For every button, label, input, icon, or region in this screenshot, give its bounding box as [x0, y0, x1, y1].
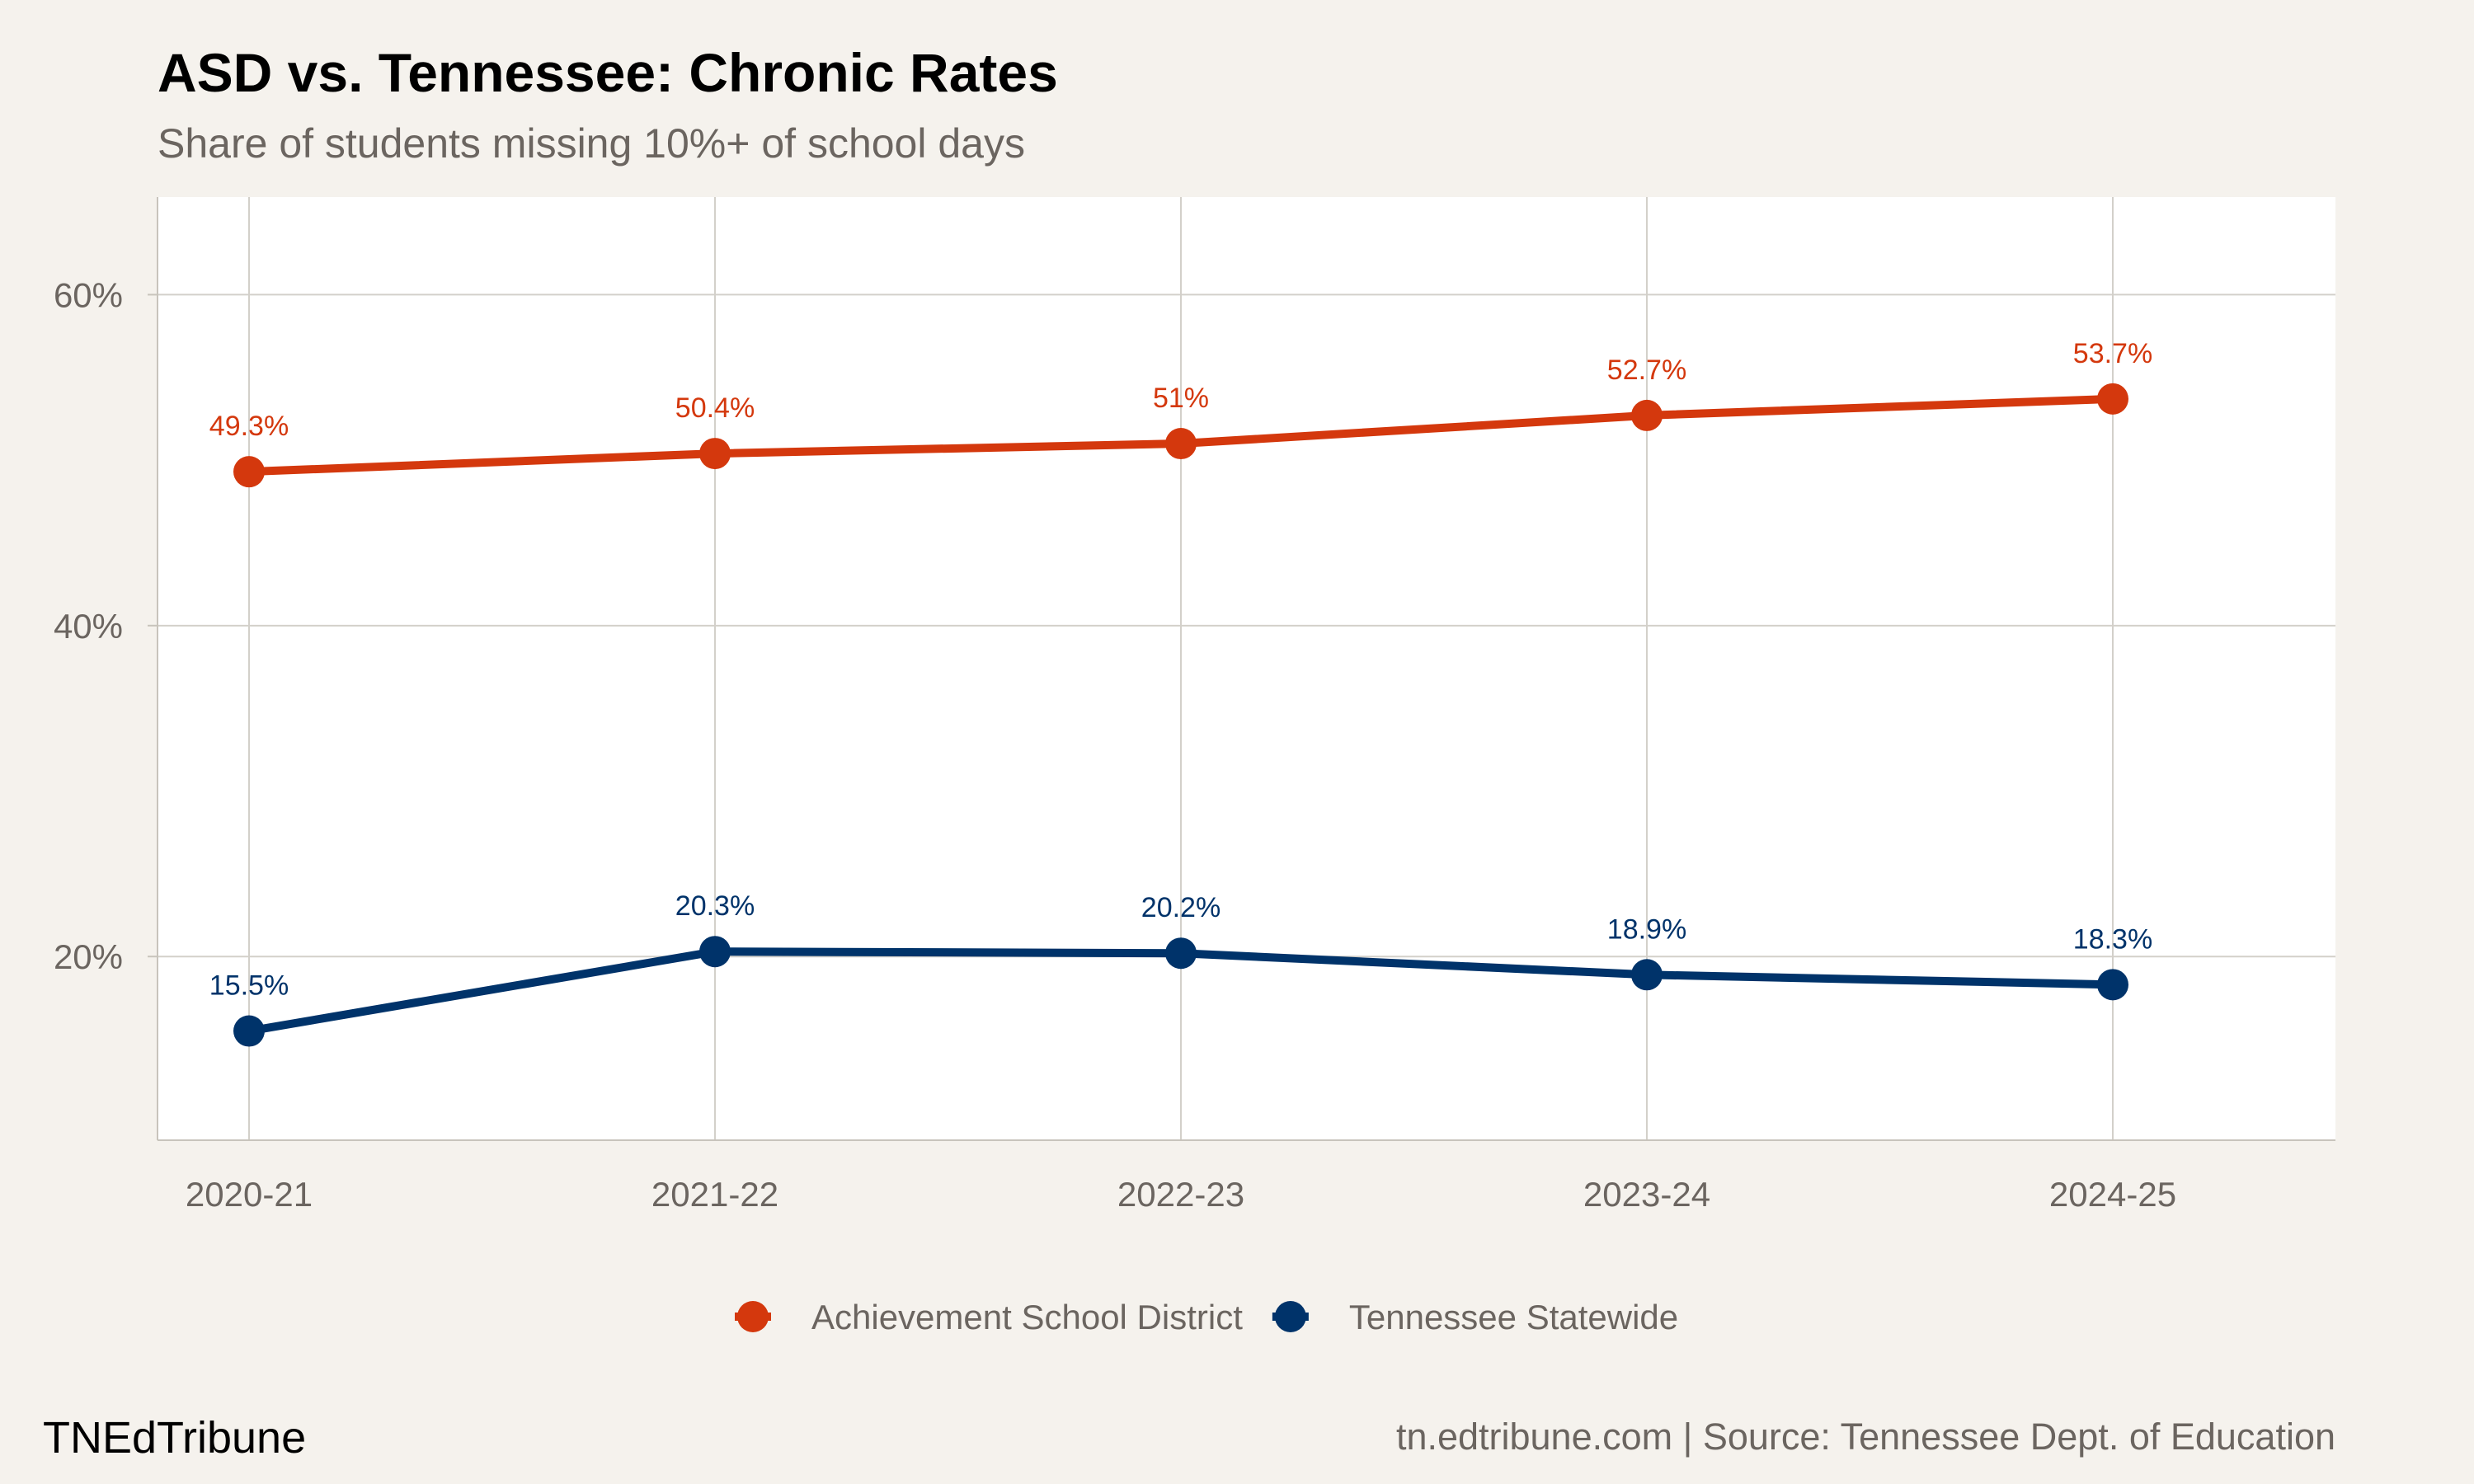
- chart-title: ASD vs. Tennessee: Chronic Rates: [158, 42, 1058, 103]
- legend-marker-icon: [737, 1301, 769, 1332]
- footer-source: tn.edtribune.com | Source: Tennessee Dep…: [1396, 1416, 2335, 1458]
- chart-subtitle: Share of students missing 10%+ of school…: [158, 120, 1025, 167]
- legend: Achievement School District Tennessee Sta…: [735, 1298, 1678, 1336]
- data-label: 20.2%: [1141, 892, 1221, 923]
- data-label: 51%: [1153, 383, 1209, 414]
- y-tick-label: 20%: [54, 937, 123, 976]
- axis-ticks: 2020-21 2021-22 2022-23 2023-24 2024-25 20% 40…: [54, 275, 2176, 1214]
- x-tick-label: 2020-21: [186, 1175, 313, 1214]
- footer-brand: TNEdTribune: [43, 1413, 306, 1463]
- data-point: [1165, 428, 1197, 460]
- data-point: [233, 456, 265, 488]
- data-label: 53.7%: [2073, 338, 2152, 369]
- data-point: [1165, 937, 1197, 970]
- data-point: [1631, 399, 1663, 431]
- y-tick-label: 40%: [54, 607, 123, 646]
- series-layer: 49.3% 50.4% 51% 52.7% 53.7% 15.5% 20.3% 20.2% 18…: [209, 338, 2152, 1047]
- y-tick-label: 60%: [54, 275, 123, 314]
- data-point: [699, 438, 731, 470]
- data-label: 18.9%: [1607, 913, 1686, 945]
- legend-label: Achievement School District: [811, 1298, 1243, 1336]
- plot-panel: [158, 197, 2335, 1140]
- data-label: 52.7%: [1607, 355, 1686, 386]
- x-tick-label: 2021-22: [651, 1175, 778, 1214]
- legend-label: Tennessee Statewide: [1349, 1298, 1678, 1336]
- x-tick-label: 2022-23: [1117, 1175, 1244, 1214]
- data-label: 49.3%: [209, 411, 289, 442]
- data-point: [699, 936, 731, 968]
- data-point: [233, 1015, 265, 1047]
- data-point: [2097, 383, 2128, 415]
- data-label: 50.4%: [675, 392, 755, 424]
- x-tick-label: 2024-25: [2049, 1175, 2176, 1214]
- data-point: [1631, 959, 1663, 991]
- legend-item: Tennessee Statewide: [1272, 1298, 1678, 1336]
- x-tick-label: 2023-24: [1583, 1175, 1710, 1214]
- data-point: [2097, 969, 2128, 1001]
- series-tennessee-statewide: 15.5% 20.3% 20.2% 18.9% 18.3%: [209, 890, 2152, 1047]
- data-label: 15.5%: [209, 970, 289, 1002]
- data-label: 20.3%: [675, 890, 755, 922]
- legend-item: Achievement School District: [735, 1298, 1243, 1336]
- legend-marker-icon: [1274, 1301, 1306, 1332]
- series-achievement-school-district: 49.3% 50.4% 51% 52.7% 53.7%: [209, 338, 2152, 488]
- data-label: 18.3%: [2073, 923, 2152, 955]
